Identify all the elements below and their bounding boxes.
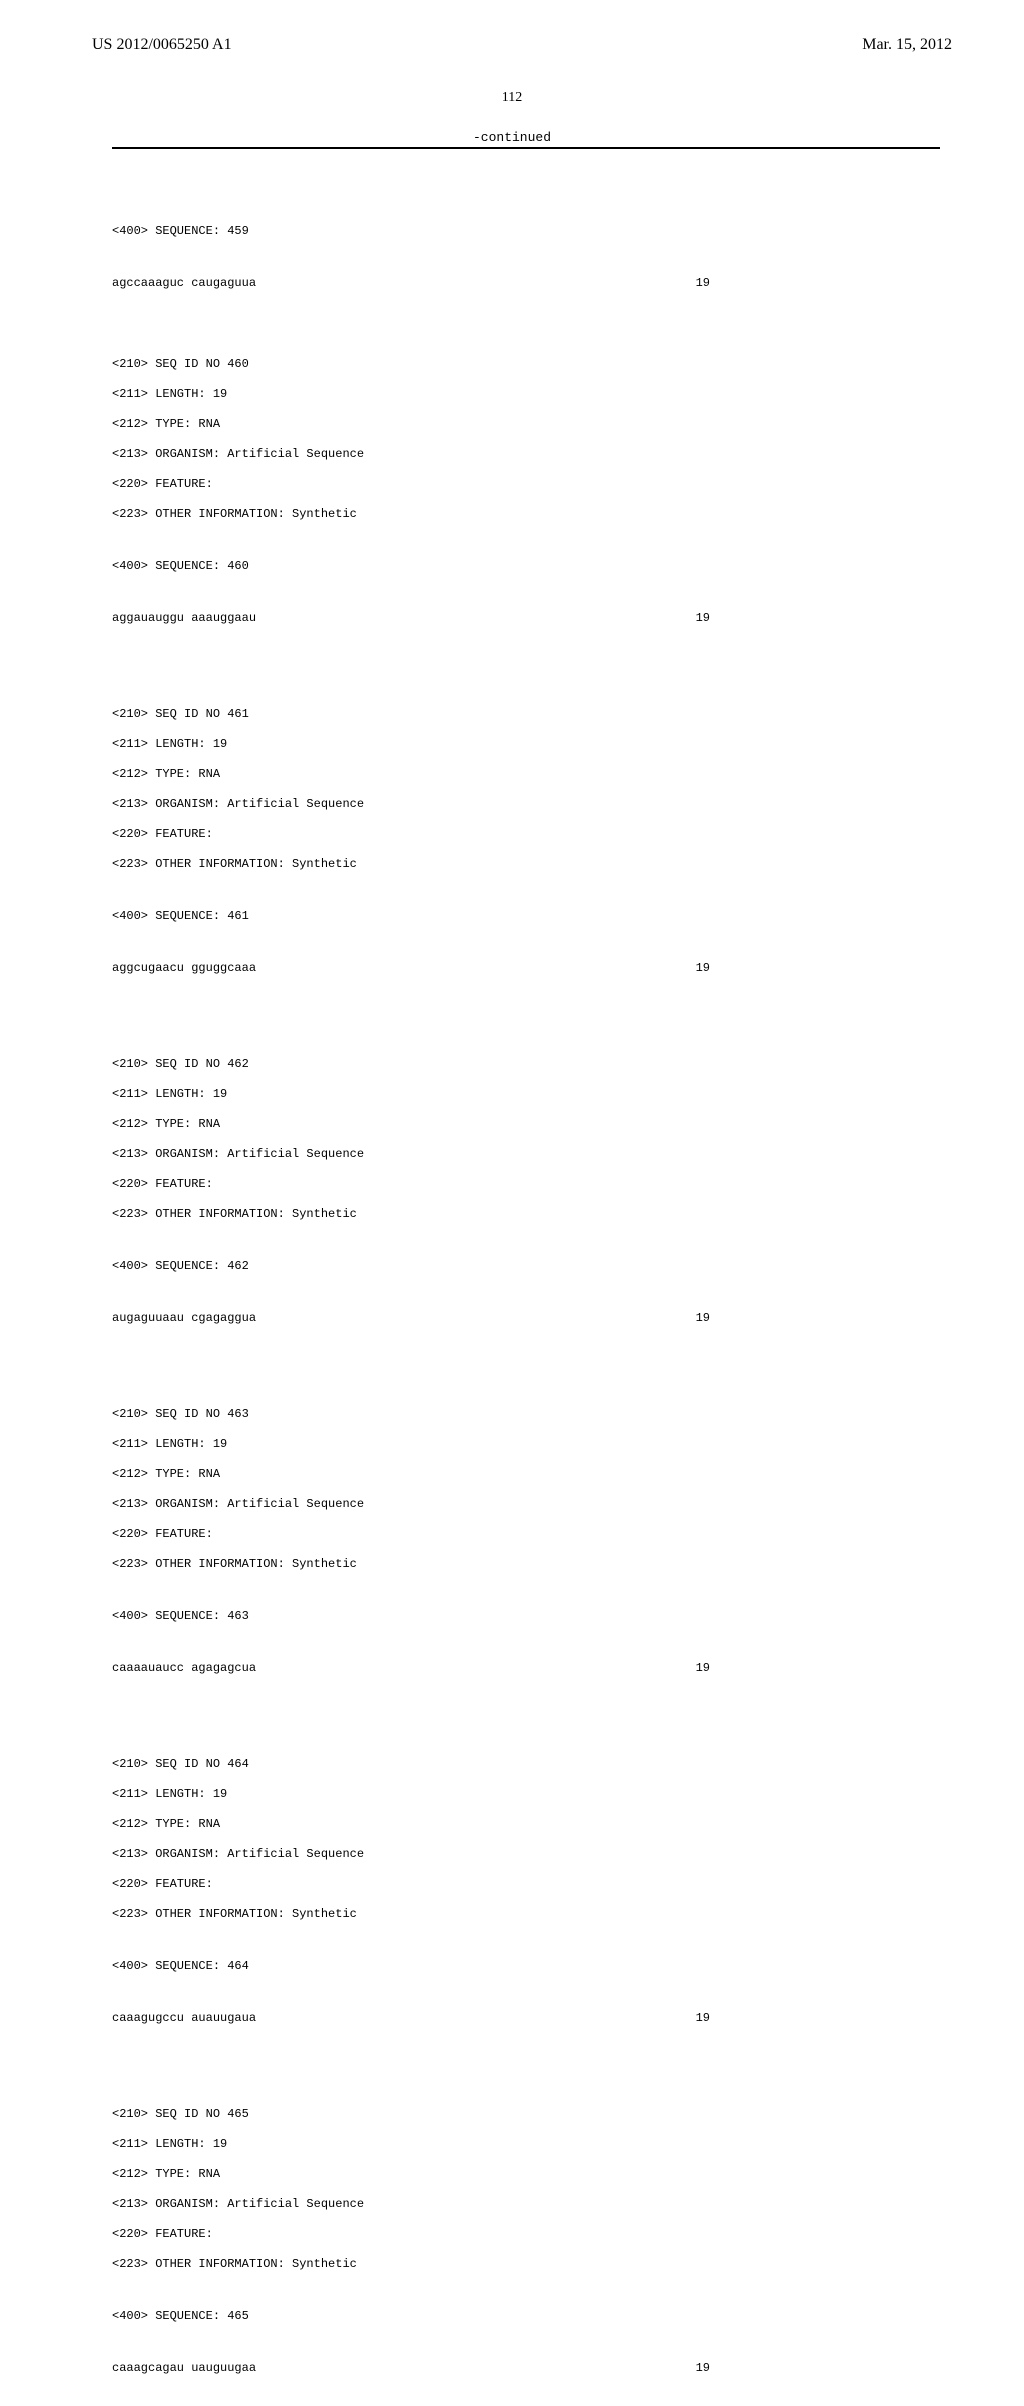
meta-line: <213> ORGANISM: Artificial Sequence bbox=[112, 1147, 940, 1162]
meta-line: <212> TYPE: RNA bbox=[112, 2167, 940, 2182]
sequence-length: 19 bbox=[696, 1661, 710, 1676]
page-header: US 2012/0065250 A1 Mar. 15, 2012 bbox=[0, 0, 1024, 62]
sequence-listing: <400> SEQUENCE: 459 agccaaaguc caugaguua… bbox=[0, 149, 1024, 2406]
meta-line: <400> SEQUENCE: 463 bbox=[112, 1609, 940, 1624]
page-number: 112 bbox=[0, 90, 1024, 106]
meta-line: <223> OTHER INFORMATION: Synthetic bbox=[112, 1907, 940, 1922]
sequence-row: augaguuaau cgagaggua 19 bbox=[112, 1311, 940, 1326]
sequence-text: augaguuaau cgagaggua bbox=[112, 1311, 256, 1326]
meta-line: <210> SEQ ID NO 463 bbox=[112, 1407, 940, 1422]
meta-line: <211> LENGTH: 19 bbox=[112, 1787, 940, 1802]
meta-line: <211> LENGTH: 19 bbox=[112, 1087, 940, 1102]
meta-line: <220> FEATURE: bbox=[112, 1877, 940, 1892]
sequence-text: aggcugaacu gguggcaaa bbox=[112, 961, 256, 976]
sequence-text: caaagugccu auauugaua bbox=[112, 2011, 256, 2026]
meta-line: <210> SEQ ID NO 465 bbox=[112, 2107, 940, 2122]
meta-line: <213> ORGANISM: Artificial Sequence bbox=[112, 447, 940, 462]
meta-line: <213> ORGANISM: Artificial Sequence bbox=[112, 2197, 940, 2212]
meta-line: <211> LENGTH: 19 bbox=[112, 1437, 940, 1452]
sequence-length: 19 bbox=[696, 611, 710, 626]
sequence-row: caaagcagau uauguugaa 19 bbox=[112, 2361, 940, 2376]
meta-line: <220> FEATURE: bbox=[112, 2227, 940, 2242]
meta-line: <213> ORGANISM: Artificial Sequence bbox=[112, 1497, 940, 1512]
publication-number: US 2012/0065250 A1 bbox=[92, 36, 232, 54]
meta-line: <211> LENGTH: 19 bbox=[112, 2137, 940, 2152]
meta-line: <400> SEQUENCE: 464 bbox=[112, 1959, 940, 1974]
meta-line: <212> TYPE: RNA bbox=[112, 1817, 940, 1832]
meta-line: <210> SEQ ID NO 461 bbox=[112, 707, 940, 722]
sequence-length: 19 bbox=[696, 2361, 710, 2376]
sequence-row: caaagugccu auauugaua 19 bbox=[112, 2011, 940, 2026]
sequence-row: aggauauggu aaauggaau 19 bbox=[112, 611, 940, 626]
meta-line: <213> ORGANISM: Artificial Sequence bbox=[112, 797, 940, 812]
meta-line: <212> TYPE: RNA bbox=[112, 417, 940, 432]
sequence-text: aggauauggu aaauggaau bbox=[112, 611, 256, 626]
meta-line: <211> LENGTH: 19 bbox=[112, 737, 940, 752]
meta-line: <220> FEATURE: bbox=[112, 1527, 940, 1542]
meta-line: <400> SEQUENCE: 460 bbox=[112, 559, 940, 574]
meta-line: <223> OTHER INFORMATION: Synthetic bbox=[112, 507, 940, 522]
meta-line: <212> TYPE: RNA bbox=[112, 1117, 940, 1132]
meta-line: <212> TYPE: RNA bbox=[112, 767, 940, 782]
continued-label: -continued bbox=[0, 130, 1024, 145]
meta-line: <210> SEQ ID NO 460 bbox=[112, 357, 940, 372]
meta-line: <223> OTHER INFORMATION: Synthetic bbox=[112, 2257, 940, 2272]
meta-line: <400> SEQUENCE: 459 bbox=[112, 224, 940, 239]
meta-line: <223> OTHER INFORMATION: Synthetic bbox=[112, 857, 940, 872]
meta-line: <220> FEATURE: bbox=[112, 1177, 940, 1192]
meta-line: <223> OTHER INFORMATION: Synthetic bbox=[112, 1557, 940, 1572]
sequence-length: 19 bbox=[696, 276, 710, 291]
sequence-row: caaaauaucc agagagcua 19 bbox=[112, 1661, 940, 1676]
meta-line: <400> SEQUENCE: 461 bbox=[112, 909, 940, 924]
meta-line: <213> ORGANISM: Artificial Sequence bbox=[112, 1847, 940, 1862]
sequence-length: 19 bbox=[696, 1311, 710, 1326]
meta-line: <220> FEATURE: bbox=[112, 827, 940, 842]
sequence-text: agccaaaguc caugaguua bbox=[112, 276, 256, 291]
meta-line: <220> FEATURE: bbox=[112, 477, 940, 492]
publication-date: Mar. 15, 2012 bbox=[862, 36, 952, 54]
sequence-length: 19 bbox=[696, 2011, 710, 2026]
sequence-row: aggcugaacu gguggcaaa 19 bbox=[112, 961, 940, 976]
sequence-text: caaagcagau uauguugaa bbox=[112, 2361, 256, 2376]
sequence-row: agccaaaguc caugaguua 19 bbox=[112, 276, 940, 291]
sequence-length: 19 bbox=[696, 961, 710, 976]
meta-line: <210> SEQ ID NO 464 bbox=[112, 1757, 940, 1772]
meta-line: <223> OTHER INFORMATION: Synthetic bbox=[112, 1207, 940, 1222]
meta-line: <400> SEQUENCE: 465 bbox=[112, 2309, 940, 2324]
sequence-text: caaaauaucc agagagcua bbox=[112, 1661, 256, 1676]
meta-line: <400> SEQUENCE: 462 bbox=[112, 1259, 940, 1274]
meta-line: <212> TYPE: RNA bbox=[112, 1467, 940, 1482]
meta-line: <211> LENGTH: 19 bbox=[112, 387, 940, 402]
meta-line: <210> SEQ ID NO 462 bbox=[112, 1057, 940, 1072]
